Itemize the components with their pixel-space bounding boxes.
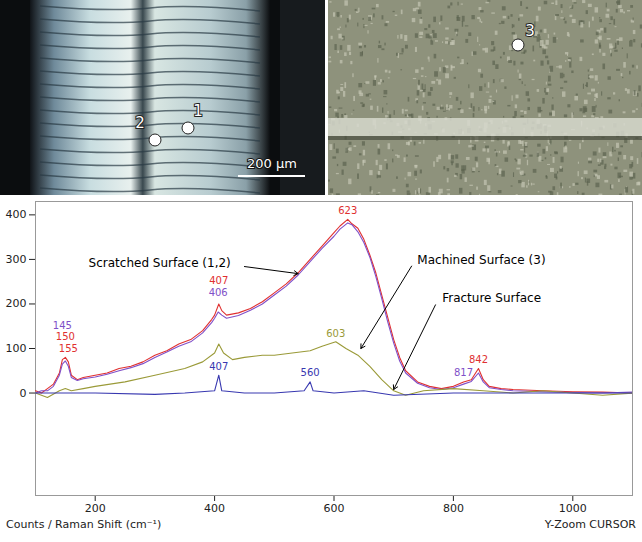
svg-text:2: 2	[135, 114, 145, 132]
svg-text:400: 400	[204, 502, 225, 515]
svg-text:406: 406	[209, 287, 228, 298]
svg-text:155: 155	[59, 343, 78, 354]
svg-text:300: 300	[6, 253, 27, 266]
svg-text:Scratched Surface (1,2): Scratched Surface (1,2)	[89, 256, 231, 270]
svg-text:200 µm: 200 µm	[247, 156, 297, 171]
svg-text:145: 145	[53, 320, 72, 331]
svg-text:100: 100	[6, 342, 27, 355]
svg-text:603: 603	[326, 328, 345, 339]
html-text:Y-Zoom CURSOR: Y-Zoom CURSOR	[544, 518, 636, 531]
svg-text:817: 817	[454, 367, 473, 378]
svg-text:Fracture Surface: Fracture Surface	[442, 291, 541, 305]
svg-text:400: 400	[6, 208, 27, 221]
svg-text:800: 800	[443, 502, 464, 515]
svg-text:560: 560	[301, 367, 320, 378]
svg-text:407: 407	[209, 275, 228, 286]
html-text:Counts / Raman Shift (cm⁻¹): Counts / Raman Shift (cm⁻¹)	[6, 518, 162, 531]
svg-text:3: 3	[525, 22, 535, 40]
svg-text:407: 407	[209, 361, 228, 372]
svg-text:Machined Surface (3): Machined Surface (3)	[417, 253, 545, 267]
svg-text:623: 623	[338, 205, 357, 216]
svg-text:842: 842	[469, 354, 488, 365]
svg-text:200: 200	[85, 502, 106, 515]
svg-text:150: 150	[56, 331, 75, 342]
svg-text:600: 600	[324, 502, 345, 515]
svg-text:1: 1	[193, 102, 203, 120]
svg-text:0: 0	[20, 387, 27, 400]
svg-text:200: 200	[6, 297, 27, 310]
svg-text:1000: 1000	[559, 502, 587, 515]
